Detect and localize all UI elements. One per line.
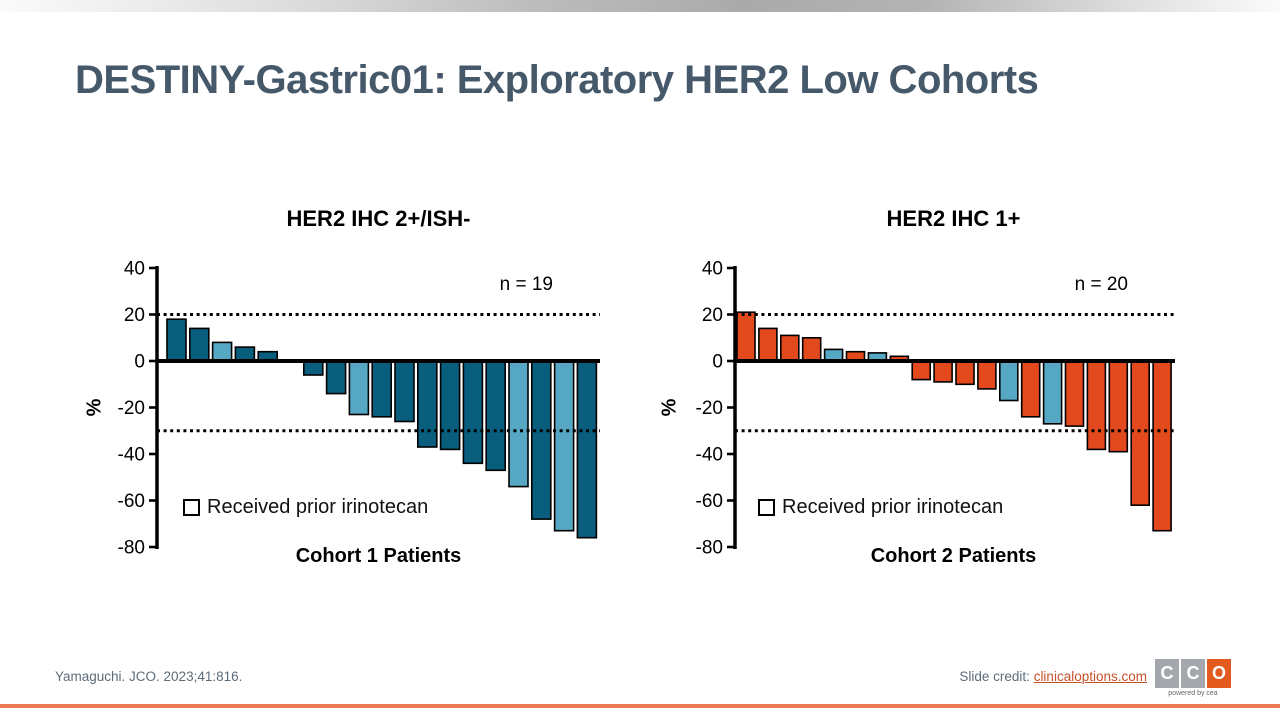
y-axis-title: %: [83, 398, 106, 417]
y-tick-label: -60: [118, 491, 145, 512]
waterfall-bar: [553, 360, 575, 532]
waterfall-bar: [211, 341, 233, 362]
y-tick-label: -20: [118, 398, 145, 419]
waterfall-bar: [371, 360, 393, 418]
reference-citation: Yamaguchi. JCO. 2023;41:816.: [55, 669, 243, 684]
legend-swatch-icon: [183, 499, 200, 516]
waterfall-bar: [1130, 360, 1151, 506]
waterfall-chart-cohort2: HER2 IHC 1+ n = 20 40 20 0 -20 -40 -60 -80 Rec…: [653, 198, 1198, 590]
x-axis-title: Cohort 1 Patients: [295, 545, 462, 567]
waterfall-bar: [325, 360, 347, 395]
waterfall-bar: [576, 360, 598, 539]
waterfall-bar: [303, 360, 324, 376]
waterfall-bar: [977, 360, 997, 390]
waterfall-bar: [462, 360, 484, 465]
y-tick-label: 0: [134, 352, 145, 373]
waterfall-bar: [1020, 360, 1041, 418]
legend-label: Received prior irinotecan: [207, 496, 429, 518]
y-tick-label: -40: [118, 445, 145, 466]
waterfall-bar: [801, 337, 822, 362]
y-tick-label: 40: [702, 259, 723, 280]
legend: Received prior irinotecan: [183, 496, 428, 519]
top-gradient-bar: [0, 0, 1280, 12]
legend: Received prior irinotecan: [758, 496, 1003, 519]
y-tick-label: -80: [118, 538, 145, 559]
waterfall-bar: [911, 360, 932, 381]
legend-label: Received prior irinotecan: [782, 496, 1004, 518]
cco-logo-tagline: powered by cea: [1168, 690, 1218, 697]
waterfall-bar: [439, 360, 461, 451]
y-tick-label: -80: [696, 538, 723, 559]
y-tick-label: -20: [696, 398, 723, 419]
waterfall-bar: [394, 360, 415, 423]
waterfall-plot-cohort2: 40 20 0 -20 -40 -60 -80: [696, 259, 1175, 559]
waterfall-bar: [348, 360, 370, 416]
waterfall-bar: [736, 311, 756, 362]
slide-credit-label: Slide credit:: [959, 669, 1034, 684]
waterfall-bar: [1042, 360, 1063, 425]
waterfall-bar: [955, 360, 975, 386]
waterfall-bar: [1152, 360, 1172, 532]
waterfall-bar: [998, 360, 1019, 402]
chart-title-cohort1: HER2 IHC 2+/ISH-: [286, 206, 471, 231]
y-tick-label: 20: [702, 305, 723, 326]
y-tick-label: 0: [712, 352, 723, 373]
bottom-accent-line: [0, 704, 1280, 708]
slide-title: DESTINY-Gastric01: Exploratory HER2 Low …: [75, 58, 1039, 102]
cco-logo: C C O powered by cea: [1153, 659, 1233, 697]
waterfall-bar: [1108, 360, 1129, 453]
waterfall-bar: [1086, 360, 1107, 451]
clinicaloptions-link[interactable]: clinicaloptions.com: [1033, 669, 1147, 684]
cco-logo-tiles: C C O: [1153, 659, 1233, 688]
waterfall-bar: [780, 334, 800, 362]
cco-logo-letter-c1: C: [1155, 659, 1179, 688]
x-axis-title: Cohort 2 Patients: [870, 545, 1037, 567]
waterfall-bar: [189, 327, 210, 362]
waterfall-bar: [1064, 360, 1085, 427]
waterfall-chart-cohort1: HER2 IHC 2+/ISH- n = 19 40 20 0 -20 -40 -60 -8…: [78, 198, 623, 590]
slide-credit: Slide credit: clinicaloptions.com: [959, 669, 1147, 684]
y-tick-label: 40: [124, 259, 145, 280]
cco-logo-letter-o: O: [1207, 659, 1231, 688]
waterfall-bar: [416, 360, 438, 448]
waterfall-bar: [530, 360, 552, 520]
waterfall-bar: [933, 360, 953, 383]
waterfall-bar: [758, 327, 778, 362]
chart-title-cohort2: HER2 IHC 1+: [886, 206, 1021, 231]
cco-logo-letter-c2: C: [1181, 659, 1205, 688]
waterfall-bar: [485, 360, 507, 472]
n-count-label: n = 19: [499, 274, 553, 295]
waterfall-bar: [166, 318, 187, 362]
legend-swatch-icon: [758, 499, 775, 516]
y-tick-label: 20: [124, 305, 145, 326]
waterfall-plot-cohort1: 40 20 0 -20 -40 -60 -80: [118, 259, 600, 559]
y-tick-label: -60: [696, 491, 723, 512]
y-tick-label: -40: [696, 445, 723, 466]
n-count-label: n = 20: [1074, 274, 1128, 295]
y-axis-title: %: [658, 398, 681, 417]
waterfall-bar: [508, 360, 529, 488]
